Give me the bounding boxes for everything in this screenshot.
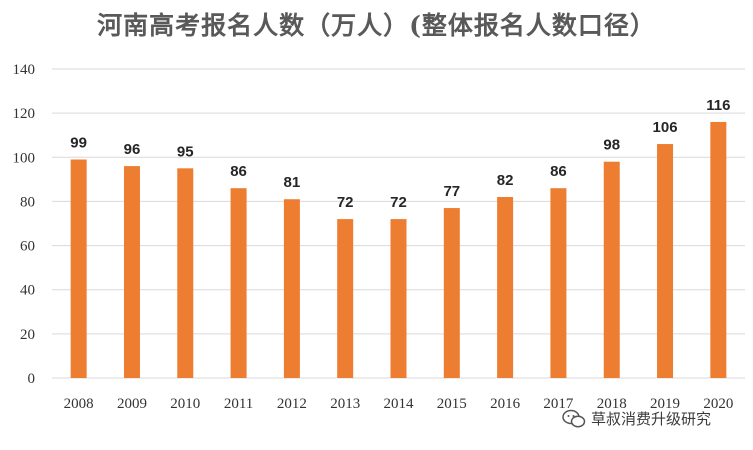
- x-tick-label: 2020: [703, 396, 733, 412]
- data-label: 95: [177, 143, 194, 160]
- data-label: 72: [390, 194, 407, 211]
- x-tick-label: 2011: [224, 396, 253, 412]
- watermark: 草叔消费升级研究: [562, 408, 711, 429]
- y-tick-label: 60: [20, 239, 35, 255]
- watermark-text: 草叔消费升级研究: [591, 410, 712, 428]
- data-label: 86: [230, 163, 247, 180]
- x-tick-label: 2009: [117, 396, 147, 412]
- bar: [177, 168, 194, 378]
- x-tick-label: 2010: [170, 396, 200, 412]
- data-label: 116: [706, 97, 730, 114]
- y-tick-label: 120: [13, 106, 36, 122]
- bar: [497, 197, 514, 378]
- x-tick-label: 2017: [543, 396, 574, 412]
- x-tick-label: 2015: [437, 396, 467, 412]
- y-tick-label: 40: [20, 283, 35, 299]
- y-tick-label: 80: [20, 194, 35, 210]
- bar: [70, 159, 87, 378]
- x-tick-label: 2019: [650, 396, 680, 412]
- x-tick-label: 2014: [384, 396, 415, 412]
- data-label: 77: [443, 183, 460, 200]
- data-label: 86: [550, 163, 567, 180]
- y-tick-label: 100: [13, 150, 36, 166]
- data-label: 98: [603, 137, 620, 154]
- bar: [230, 188, 247, 378]
- y-tick-label: 0: [28, 371, 36, 387]
- chart-title: 河南高考报名人数（万人）(整体报名人数口径）: [97, 11, 656, 40]
- bar: [657, 144, 674, 378]
- bar: [123, 166, 140, 378]
- data-label: 106: [653, 119, 678, 136]
- y-tick-label: 20: [20, 327, 35, 343]
- bar: [550, 188, 567, 378]
- bar: [603, 161, 620, 378]
- data-label: 82: [497, 172, 514, 189]
- bar: [337, 219, 354, 378]
- bar: [710, 121, 727, 378]
- bar: [283, 199, 300, 378]
- x-tick-label: 2013: [330, 396, 360, 412]
- x-tick-label: 2008: [64, 396, 94, 412]
- wechat-icon: [562, 409, 586, 427]
- x-tick-label: 2012: [277, 396, 307, 412]
- bar: [443, 208, 460, 378]
- data-label: 81: [284, 174, 301, 191]
- data-label: 96: [124, 141, 141, 158]
- bar: [390, 219, 407, 378]
- data-label: 72: [337, 194, 354, 211]
- y-tick-label: 140: [13, 62, 36, 78]
- x-tick-label: 2016: [490, 396, 521, 412]
- data-label: 99: [70, 134, 87, 151]
- x-tick-label: 2018: [597, 396, 627, 412]
